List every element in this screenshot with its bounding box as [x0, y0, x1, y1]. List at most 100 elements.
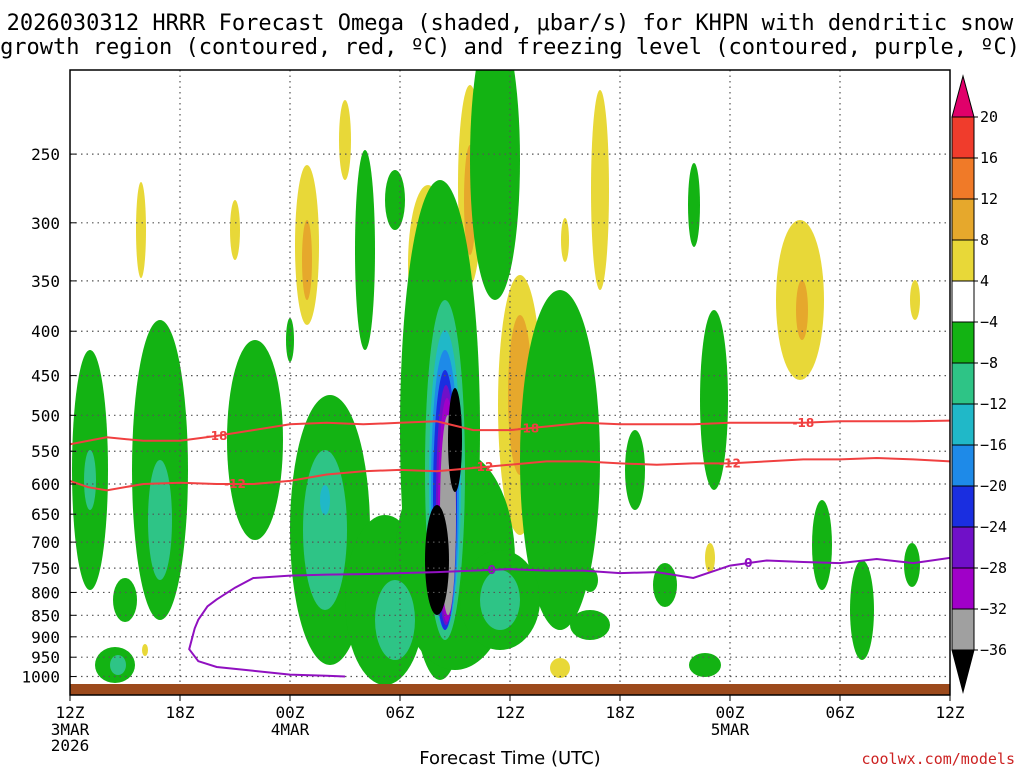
x-tick-label: 12Z: [56, 703, 85, 722]
credit-text: coolwx.com/models: [861, 750, 1015, 768]
colorbar-segment: [951, 116, 975, 159]
omega-blob-positive: [550, 658, 570, 678]
isotherm-line-0: [188, 556, 950, 678]
omega-blob-negative: [850, 560, 874, 660]
omega-blob-teal: [148, 460, 172, 580]
colorbar-label: −12: [980, 395, 1007, 413]
omega-blob-positive: [302, 220, 312, 300]
colorbar-segment: [951, 280, 975, 323]
omega-blob-negative: [570, 610, 610, 640]
omega-blob-teal: [84, 450, 96, 510]
colorbar-segment: [951, 321, 975, 364]
y-tick-label: 450: [31, 367, 60, 386]
colorbar-label: −20: [980, 477, 1007, 495]
colorbar: 20 16 12 8 4 −4 −8 −12 −16 −20 −24 −28 −32 −36: [951, 74, 1007, 694]
omega-blob-negative: [812, 500, 832, 590]
omega-blob-positive: [591, 90, 609, 290]
y-tick-label: 750: [31, 559, 60, 578]
y-tick-label: 350: [31, 272, 60, 291]
colorbar-label: 8: [980, 231, 989, 249]
colorbar-arrow-top: [951, 74, 975, 118]
y-axis: 250 300 350 400 450 500 550 600 650 700 750 800 850 9…: [21, 145, 76, 687]
chart-title-line2: growth region (contoured, red, ºC) and f…: [0, 35, 1020, 60]
colorbar-label: 4: [980, 272, 989, 290]
colorbar-segment: [951, 239, 975, 282]
omega-blob-positive: [910, 280, 920, 320]
colorbar-segment: [951, 362, 975, 405]
x-date-label: 4MAR: [271, 720, 310, 739]
colorbar-segment: [951, 198, 975, 241]
colorbar-label: −24: [980, 518, 1007, 536]
colorbar-label: −8: [980, 354, 998, 372]
y-tick-label: 1000: [21, 668, 60, 687]
y-tick-label: 250: [31, 145, 60, 164]
ground-strip: [70, 684, 950, 695]
omega-blob-teal: [480, 570, 520, 630]
omega-blob-negative: [700, 310, 728, 490]
x-tick-label: 00Z: [276, 703, 305, 722]
omega-shading: [72, 70, 920, 684]
omega-blob-positive: [136, 182, 146, 278]
x-date-label: 5MAR: [711, 720, 750, 739]
colorbar-segment: [951, 157, 975, 200]
x-date-label: 3MAR: [51, 720, 90, 739]
omega-core-black-lower: [425, 505, 449, 615]
colorbar-segment: [951, 485, 975, 528]
x-tick-label: 06Z: [826, 703, 855, 722]
x-tick-label: 06Z: [386, 703, 415, 722]
x-tick-label: 00Z: [716, 703, 745, 722]
colorbar-label: 12: [980, 190, 998, 208]
isotherm-label: 0: [744, 556, 752, 570]
omega-blob-cyan: [320, 485, 330, 515]
y-tick-label: 850: [31, 606, 60, 625]
omega-blob-positive: [230, 200, 240, 260]
x-tick-label: 18Z: [606, 703, 635, 722]
x-tick-label: 12Z: [936, 703, 965, 722]
colorbar-label: −36: [980, 641, 1007, 659]
colorbar-segment: [951, 567, 975, 610]
colorbar-label: −28: [980, 559, 1007, 577]
omega-blob-positive: [705, 543, 715, 573]
chart-title-line1: 2026030312 HRRR Forecast Omega (shaded, …: [7, 11, 1014, 36]
isotherm-label: -12: [719, 456, 741, 470]
x-date-label: 2026: [51, 736, 90, 755]
y-tick-label: 600: [31, 475, 60, 494]
omega-blob-negative: [385, 170, 405, 230]
isotherm-label: 0: [487, 563, 495, 577]
omega-blob-negative: [653, 563, 677, 607]
y-tick-label: 800: [31, 583, 60, 602]
colorbar-label: −16: [980, 436, 1007, 454]
omega-core-black-upper: [448, 388, 462, 492]
omega-blob-negative: [520, 290, 600, 630]
colorbar-segment: [951, 526, 975, 569]
omega-blob-negative: [582, 568, 598, 592]
colorbar-label: 16: [980, 149, 998, 167]
isotherm-label: -12: [472, 460, 494, 474]
omega-blob-teal: [303, 450, 347, 610]
y-tick-label: 400: [31, 322, 60, 341]
colorbar-arrow-bottom: [951, 649, 975, 694]
y-tick-label: 950: [31, 648, 60, 667]
omega-blob-positive: [796, 280, 808, 340]
colorbar-segment: [951, 444, 975, 487]
omega-blob-positive: [561, 218, 569, 262]
colorbar-label: 20: [980, 108, 998, 126]
colorbar-segment: [951, 403, 975, 446]
omega-blob-negative: [113, 578, 137, 622]
y-tick-label: 650: [31, 505, 60, 524]
isotherm-label: -18: [206, 429, 228, 443]
omega-blob-negative: [625, 430, 645, 510]
omega-blob-negative: [689, 653, 721, 677]
y-tick-label: 900: [31, 628, 60, 647]
omega-blob-negative: [688, 163, 700, 247]
x-tick-label: 18Z: [166, 703, 195, 722]
y-tick-label: 700: [31, 533, 60, 552]
colorbar-label: −32: [980, 600, 1007, 618]
omega-blob-negative: [227, 340, 283, 540]
isotherm-label: -12: [224, 477, 246, 491]
omega-blob-teal: [375, 580, 415, 660]
isotherm-label: -18: [792, 416, 814, 430]
x-axis-label: Forecast Time (UTC): [419, 748, 600, 768]
